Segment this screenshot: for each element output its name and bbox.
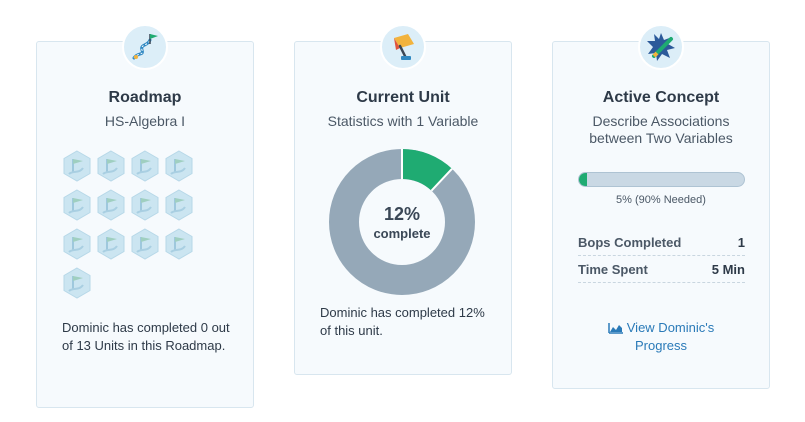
- time-value: 5 Min: [712, 262, 745, 277]
- starburst-pencil-icon: [638, 24, 684, 70]
- view-progress-link[interactable]: View Dominic's Progress: [553, 319, 769, 355]
- concept-progress-bar: [578, 172, 745, 187]
- donut-complete-label: complete: [373, 225, 430, 242]
- roadmap-title: Roadmap: [37, 89, 253, 107]
- unit-description: Dominic has completed 12% of this unit.: [320, 304, 490, 340]
- bops-label: Bops Completed: [578, 235, 681, 250]
- unit-hexagon-icon[interactable]: [61, 228, 93, 260]
- unit-hexagon-icon[interactable]: [129, 189, 161, 221]
- current-unit-card: Current Unit Statistics with 1 Variable …: [294, 41, 512, 375]
- chart-icon: [608, 322, 624, 334]
- broom-icon: [380, 24, 426, 70]
- roadmap-card: Roadmap HS-Algebra I Dominic has complet…: [36, 41, 254, 408]
- roadmap-flag-icon: [122, 24, 168, 70]
- concept-subtitle-line: Describe Associations: [567, 113, 755, 130]
- roadmap-description: Dominic has completed 0 out of 13 Units …: [62, 319, 237, 355]
- roadmap-subtitle: HS-Algebra I: [51, 113, 239, 130]
- unit-hexagon-icon[interactable]: [61, 189, 93, 221]
- donut-center: 12% complete: [329, 149, 475, 295]
- unit-hexagon-icon[interactable]: [61, 267, 93, 299]
- unit-title: Current Unit: [295, 89, 511, 107]
- unit-subtitle: Statistics with 1 Variable: [309, 113, 497, 130]
- time-label: Time Spent: [578, 262, 648, 277]
- concept-subtitle-line: between Two Variables: [567, 130, 755, 147]
- stat-row-time: Time Spent 5 Min: [578, 256, 745, 283]
- unit-hexagon-icon[interactable]: [61, 150, 93, 182]
- active-concept-card: Active Concept Describe Associations bet…: [552, 41, 770, 389]
- unit-hexagon-icon[interactable]: [95, 189, 127, 221]
- concept-subtitle: Describe Associations between Two Variab…: [567, 113, 755, 147]
- concept-title: Active Concept: [553, 89, 769, 107]
- unit-hexagon-icon[interactable]: [129, 150, 161, 182]
- view-progress-link-text[interactable]: View Dominic's: [627, 320, 715, 335]
- unit-hexagon-icon[interactable]: [163, 189, 195, 221]
- stat-row-bops: Bops Completed 1: [578, 229, 745, 256]
- concept-progress-fill: [579, 173, 587, 186]
- concept-progress-text: 5% (90% Needed): [553, 194, 769, 206]
- view-progress-link-text[interactable]: Progress: [553, 337, 769, 355]
- unit-hexagon-icon[interactable]: [163, 150, 195, 182]
- unit-hexagon-icon[interactable]: [95, 150, 127, 182]
- unit-hexagon-icon[interactable]: [163, 228, 195, 260]
- bops-value: 1: [738, 235, 745, 250]
- donut-percent: 12%: [384, 203, 420, 225]
- unit-hexagon-icon[interactable]: [95, 228, 127, 260]
- unit-hexagon-icon[interactable]: [129, 228, 161, 260]
